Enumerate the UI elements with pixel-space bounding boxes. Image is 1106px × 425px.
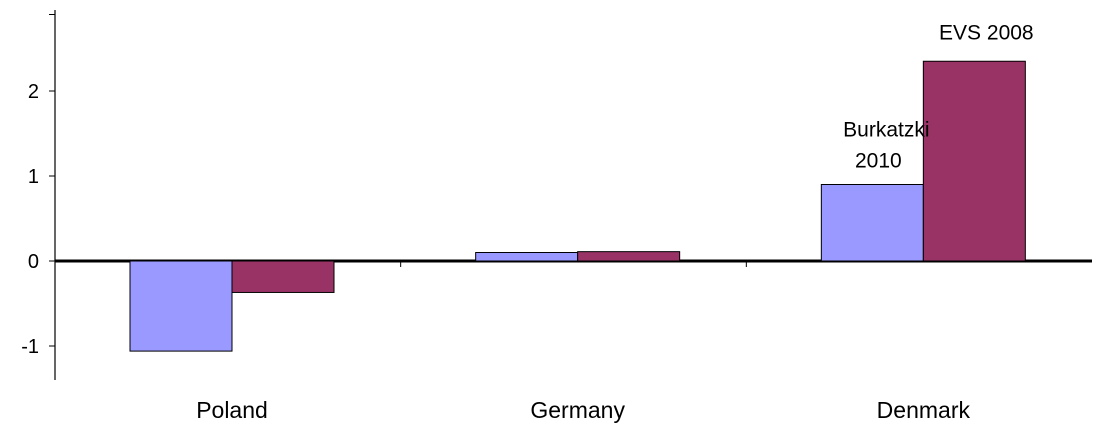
- bar-poland-series-1: [129, 260, 233, 352]
- x-category-label: Poland: [196, 397, 268, 423]
- x-category-label: Germany: [530, 397, 625, 423]
- bar-poland-series-2: [231, 260, 335, 293]
- y-tick-label: -1: [21, 336, 39, 358]
- y-tick-label: 1: [28, 166, 39, 188]
- bar-denmark-series-2: [922, 60, 1026, 262]
- bar-germany-series-2: [577, 251, 681, 262]
- series-label-burkatzki: Burkatzki 2010: [843, 119, 929, 173]
- bar-denmark-series-1: [820, 184, 924, 262]
- bar-germany-series-1: [475, 252, 579, 262]
- x-category-label: Denmark: [877, 397, 971, 423]
- labels: -1 0 1 2 Poland Germany Denmark Burkatzki 2010 EV…: [21, 21, 1033, 423]
- y-tick-label: 2: [28, 81, 39, 103]
- bars: [129, 60, 1026, 352]
- y-tick-label: 0: [28, 251, 39, 273]
- series-label-evs: EVS 2008: [939, 21, 1034, 44]
